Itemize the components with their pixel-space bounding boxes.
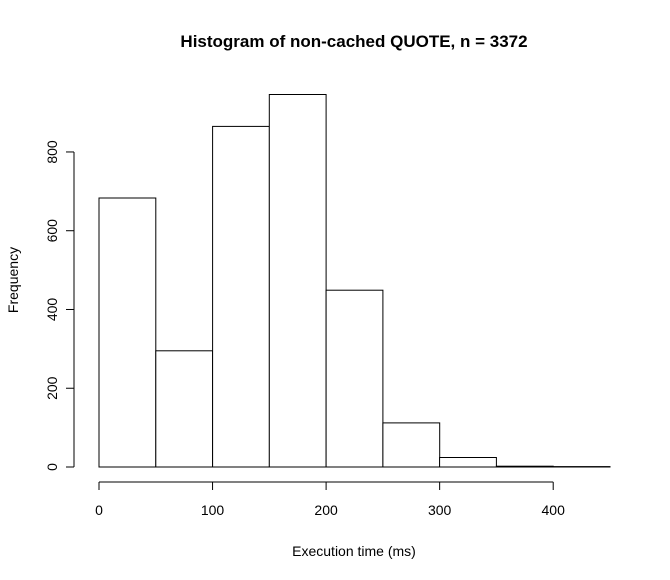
y-tick-label: 800: [44, 140, 60, 164]
histogram-bar: [212, 125, 270, 468]
histogram-bar: [98, 197, 157, 468]
x-tick-label: 100: [201, 502, 225, 518]
x-tick-label: 400: [542, 502, 566, 518]
x-tick-label: 300: [428, 502, 452, 518]
y-tick-label: 400: [44, 298, 60, 322]
y-tick-label: 0: [44, 463, 60, 471]
x-tick-label: 200: [314, 502, 338, 518]
y-tick-label: 200: [44, 376, 60, 400]
y-axis: 0 200 400 600 800: [44, 140, 75, 471]
histogram-bar: [439, 457, 497, 468]
histogram-bar: [325, 289, 384, 468]
x-axis: 0 100 200 300 400: [95, 481, 566, 518]
histogram-bar: [495, 465, 554, 468]
histogram-bar: [155, 350, 214, 468]
x-tick-label: 0: [95, 502, 103, 518]
histogram-bar: [382, 422, 441, 468]
y-tick-label: 600: [44, 219, 60, 243]
y-axis-label: Frequency: [5, 247, 21, 313]
histogram-bar: [268, 94, 327, 468]
chart-title: Histogram of non-cached QUOTE, n = 3372: [180, 32, 527, 51]
x-axis-label: Execution time (ms): [292, 543, 416, 559]
bars-group: [98, 94, 611, 468]
